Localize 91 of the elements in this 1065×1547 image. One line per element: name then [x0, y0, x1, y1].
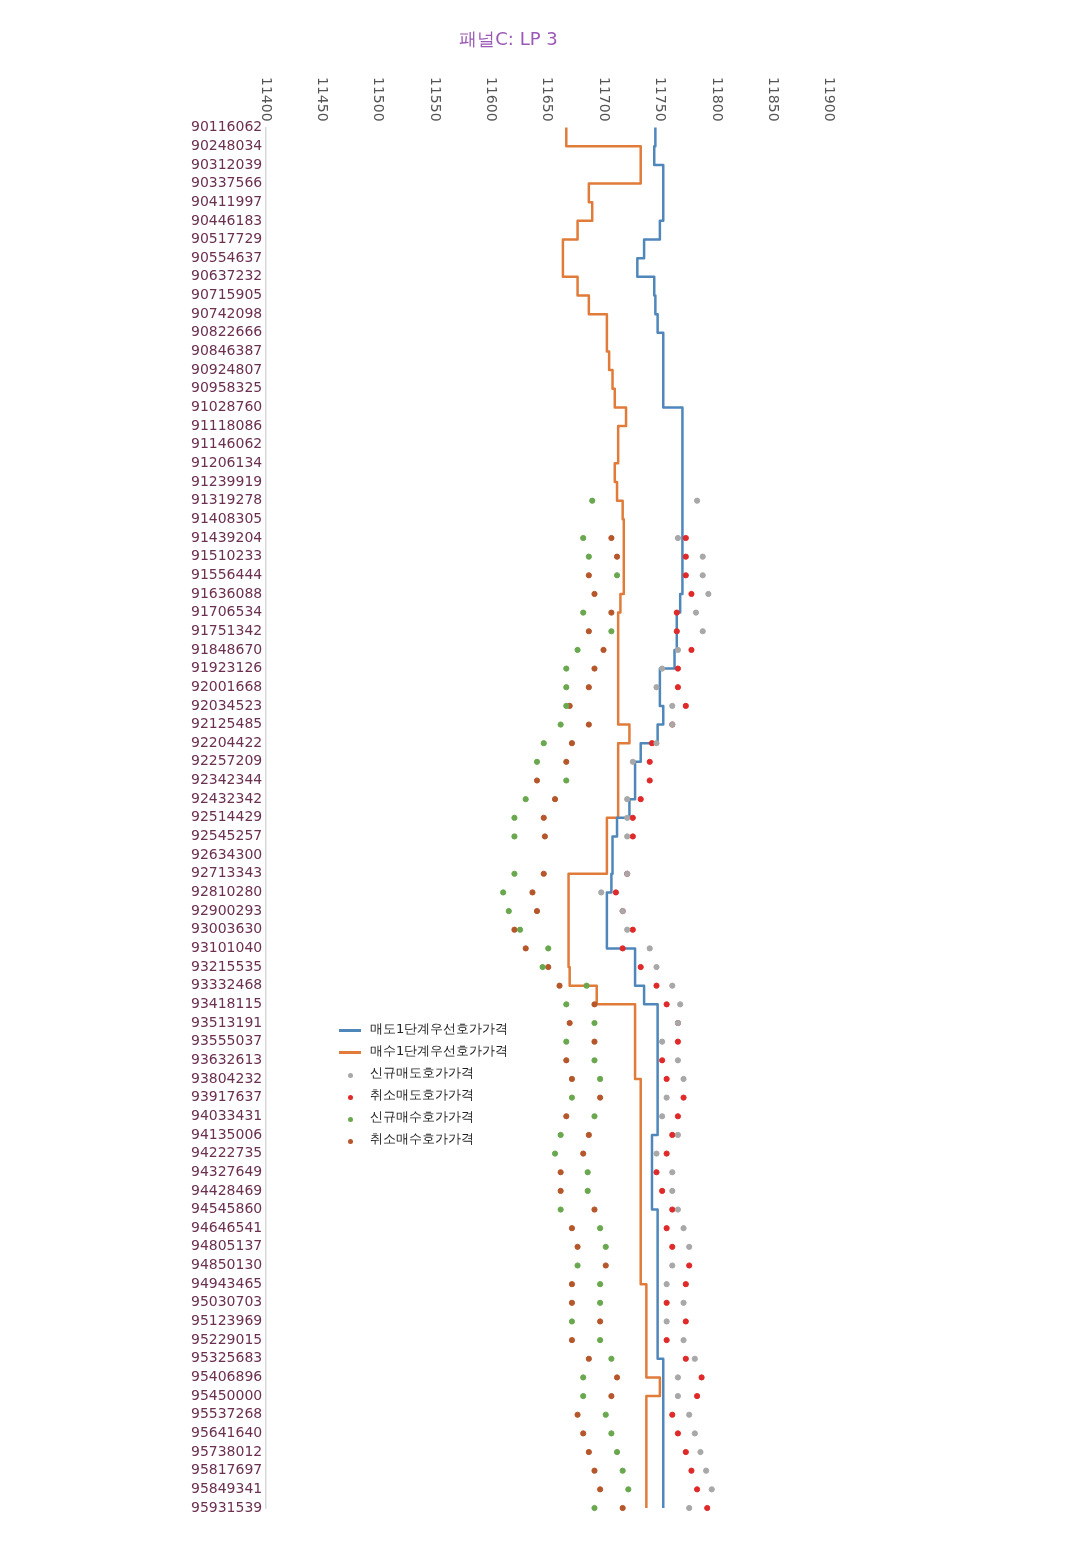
- y-tick-label: 95123969: [190, 1312, 263, 1329]
- legend-label: 취소매도호가가격: [370, 1086, 474, 1104]
- y-tick-label: 91751342: [190, 621, 263, 638]
- y-tick-label: 93632613: [190, 1050, 263, 1067]
- y-tick-label: 95406896: [190, 1368, 263, 1385]
- y-tick-label: 90637232: [190, 267, 263, 284]
- y-tick-label: 92204422: [190, 733, 263, 750]
- y-tick-label: 92634300: [190, 845, 263, 862]
- y-tick-label: 95537268: [190, 1405, 263, 1422]
- y-tick-label: 91206134: [190, 454, 263, 471]
- y-tick-label: 94428469: [190, 1181, 263, 1198]
- y-tick-label: 95641640: [190, 1424, 263, 1441]
- y-tick-label: 92810280: [190, 883, 263, 900]
- y-tick-label: 90337566: [190, 174, 263, 191]
- y-tick-label: 95931539: [190, 1498, 263, 1515]
- y-tick-label: 94805137: [190, 1237, 263, 1254]
- y-tick-label: 94850130: [190, 1256, 263, 1273]
- x-tick-label: 11550: [427, 77, 444, 122]
- y-tick-label: 93003630: [190, 920, 263, 937]
- y-tick-label: 94545860: [190, 1200, 263, 1217]
- y-tick-label: 95450000: [190, 1386, 263, 1403]
- y-tick-label: 90846387: [190, 342, 263, 359]
- y-tick-label: 94135006: [190, 1125, 263, 1142]
- y-tick-label: 91848670: [190, 640, 263, 657]
- y-tick-label: 90554637: [190, 248, 263, 265]
- y-tick-label: 91319278: [190, 491, 263, 508]
- y-tick-label: 92514429: [190, 808, 263, 825]
- y-tick-label: 93418115: [190, 994, 263, 1011]
- x-tick-label: 11900: [822, 77, 839, 122]
- legend-label: 매수1단계우선호가가격: [370, 1042, 509, 1060]
- x-tick-label: 11450: [314, 77, 331, 122]
- y-tick-label: 92001668: [190, 677, 263, 694]
- y-tick-label: 94943465: [190, 1274, 263, 1291]
- y-tick-label: 91028760: [190, 398, 263, 415]
- y-tick-label: 90742098: [190, 304, 263, 321]
- y-tick-label: 90312039: [190, 155, 263, 172]
- y-tick-label: 93332468: [190, 976, 263, 993]
- y-tick-label: 94222735: [190, 1144, 263, 1161]
- x-tick-label: 11700: [596, 77, 613, 122]
- y-tick-label: 91923126: [190, 659, 263, 676]
- legend-label: 취소매수호가가격: [370, 1130, 474, 1148]
- y-tick-label: 95030703: [190, 1293, 263, 1310]
- y-tick-label: 90411997: [190, 192, 263, 209]
- y-tick-label: 95229015: [190, 1330, 263, 1347]
- y-tick-label: 91118086: [190, 416, 263, 433]
- y-tick-label: 93917637: [190, 1088, 263, 1105]
- y-tick-label: 92125485: [190, 715, 263, 732]
- y-tick-label: 91706534: [190, 603, 263, 620]
- y-tick-label: 95817697: [190, 1461, 263, 1478]
- y-tick-label: 91439204: [190, 528, 263, 545]
- y-tick-label: 91408305: [190, 509, 263, 526]
- x-tick-label: 11850: [765, 77, 782, 122]
- y-tick-label: 95849341: [190, 1479, 263, 1496]
- y-tick-label: 92342344: [190, 771, 263, 788]
- y-tick-label: 92900293: [190, 901, 263, 918]
- y-tick-label: 91510233: [190, 547, 263, 564]
- y-tick-label: 92257209: [190, 752, 263, 769]
- x-tick-label: 11600: [484, 77, 501, 122]
- y-tick-label: 94033431: [190, 1106, 263, 1123]
- y-tick-label: 92713343: [190, 864, 263, 881]
- legend-label: 신규매수호가가격: [370, 1108, 474, 1126]
- y-tick-label: 93555037: [190, 1032, 263, 1049]
- x-tick-label: 11650: [540, 77, 557, 122]
- y-tick-label: 95738012: [190, 1442, 263, 1459]
- y-tick-label: 94327649: [190, 1162, 263, 1179]
- y-tick-label: 91556444: [190, 565, 263, 582]
- y-tick-label: 91146062: [190, 435, 263, 452]
- y-tick-label: 95325683: [190, 1349, 263, 1366]
- y-tick-label: 90446183: [190, 211, 263, 228]
- y-tick-label: 93101040: [190, 939, 263, 956]
- legend-label: 매도1단계우선호가가격: [370, 1020, 509, 1038]
- y-tick-label: 92545257: [190, 827, 263, 844]
- y-tick-label: 93804232: [190, 1069, 263, 1086]
- y-tick-label: 90248034: [190, 136, 263, 153]
- y-tick-label: 90958325: [190, 379, 263, 396]
- y-tick-label: 90517729: [190, 230, 263, 247]
- y-tick-label: 93215535: [190, 957, 263, 974]
- x-tick-label: 11500: [371, 77, 388, 122]
- y-tick-label: 92432342: [190, 789, 263, 806]
- y-tick-label: 91636088: [190, 584, 263, 601]
- y-tick-label: 93513191: [190, 1013, 263, 1030]
- x-tick-label: 11800: [709, 77, 726, 122]
- chart-title: 패널C: LP 3: [459, 28, 558, 50]
- y-tick-label: 92034523: [190, 696, 263, 713]
- y-tick-label: 90924807: [190, 360, 263, 377]
- y-tick-label: 90822666: [190, 323, 263, 340]
- y-tick-label: 94646541: [190, 1218, 263, 1235]
- y-tick-label: 91239919: [190, 472, 263, 489]
- x-tick-label: 11750: [653, 77, 670, 122]
- legend-label: 신규매도호가가격: [370, 1064, 474, 1082]
- y-tick-label: 90715905: [190, 286, 263, 303]
